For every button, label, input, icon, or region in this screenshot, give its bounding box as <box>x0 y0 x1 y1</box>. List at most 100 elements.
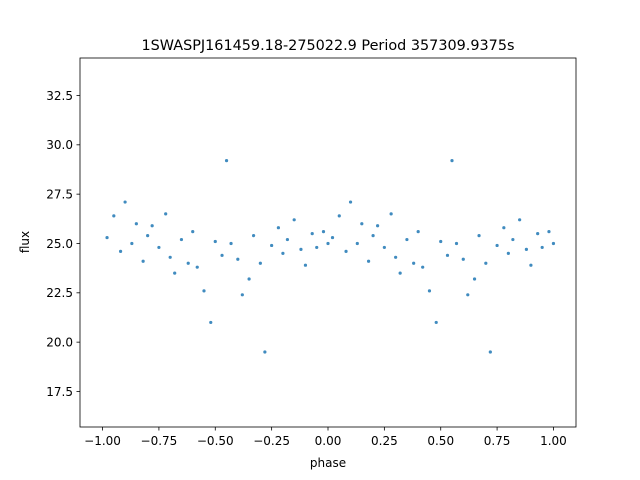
y-tick-label: 17.5 <box>46 385 73 399</box>
data-point <box>292 218 296 222</box>
data-point <box>321 230 326 234</box>
data-point <box>236 257 240 261</box>
data-point <box>502 226 506 230</box>
data-point <box>450 159 454 163</box>
y-tick-label: 20.0 <box>46 335 73 349</box>
x-axis-label: phase <box>310 456 346 470</box>
y-tick-label: 32.5 <box>46 89 73 103</box>
data-point <box>466 293 470 297</box>
data-point <box>186 261 190 265</box>
data-point <box>551 241 556 246</box>
y-tick-label: 27.5 <box>46 187 73 201</box>
data-point <box>263 350 267 354</box>
data-point <box>276 226 280 230</box>
y-axis: 17.5 20.0 22.5 25.0 27.5 30.0 32.5 <box>46 89 80 399</box>
y-tick-label: 30.0 <box>46 138 73 152</box>
y-tick-label: 25.0 <box>46 237 73 251</box>
data-point <box>270 243 274 248</box>
x-tick-label: −1.00 <box>84 434 121 448</box>
data-point <box>421 265 425 269</box>
data-point <box>484 261 488 265</box>
data-point <box>529 263 533 267</box>
data-point <box>105 235 109 240</box>
data-point <box>141 259 145 263</box>
data-point <box>118 249 123 253</box>
x-tick-label: 0.75 <box>484 434 511 448</box>
data-point <box>224 159 229 163</box>
x-tick-label: −0.25 <box>253 434 290 448</box>
data-point <box>130 241 134 246</box>
data-point <box>330 235 335 240</box>
data-point <box>366 259 371 263</box>
data-point <box>112 214 116 218</box>
data-point <box>173 271 177 275</box>
x-tick-label: 0.50 <box>427 434 454 448</box>
data-point <box>518 218 522 222</box>
data-point <box>511 237 515 242</box>
data-point <box>220 253 224 257</box>
data-point <box>281 251 285 255</box>
data-point <box>382 245 386 250</box>
data-point <box>348 200 353 204</box>
data-point <box>229 241 233 246</box>
data-point <box>179 237 184 242</box>
data-point <box>488 350 492 354</box>
y-tick-label: 22.5 <box>46 286 73 300</box>
data-point <box>247 277 251 281</box>
data-point <box>252 233 256 238</box>
data-point <box>376 224 380 228</box>
x-tick-label: 1.00 <box>540 434 567 448</box>
x-tick-label: −0.75 <box>141 434 178 448</box>
data-point <box>524 247 529 252</box>
data-point <box>477 233 481 238</box>
data-point <box>495 243 499 248</box>
data-point <box>472 277 477 281</box>
data-point <box>240 293 244 297</box>
data-point <box>168 255 172 259</box>
data-point <box>389 212 393 216</box>
data-point <box>213 239 217 244</box>
data-point <box>337 214 341 218</box>
data-point <box>146 233 150 238</box>
data-point <box>299 247 303 252</box>
data-point <box>157 245 161 250</box>
data-point <box>195 265 199 269</box>
y-axis-label: flux <box>18 231 32 253</box>
data-point <box>416 230 420 234</box>
data-point <box>344 249 348 253</box>
data-point <box>427 289 432 293</box>
data-point <box>360 222 364 226</box>
data-point <box>454 241 459 246</box>
data-point <box>123 200 127 204</box>
data-point <box>315 245 319 250</box>
x-tick-label: −0.50 <box>197 434 234 448</box>
data-point <box>412 261 416 265</box>
data-point <box>310 232 314 236</box>
x-axis: −1.00 −0.75 −0.50 −0.25 0.00 0.25 0.50 0.75 1.00 <box>84 427 567 448</box>
chart-title: 1SWASPJ161459.18-275022.9 Period 357309.… <box>142 38 515 54</box>
data-point <box>202 289 206 293</box>
data-point <box>164 212 168 216</box>
data-point <box>434 320 438 325</box>
data-point <box>303 263 308 267</box>
data-point <box>439 239 443 244</box>
data-point <box>540 245 544 250</box>
data-point <box>398 271 402 275</box>
data-point <box>394 255 398 259</box>
data-point <box>326 241 330 246</box>
data-point <box>536 232 540 236</box>
data-point <box>209 320 213 325</box>
data-point <box>355 241 359 246</box>
scatter-points <box>105 159 556 354</box>
data-point <box>405 237 409 242</box>
data-point <box>134 222 138 226</box>
x-tick-label: 0.00 <box>315 434 342 448</box>
data-point <box>285 237 290 242</box>
data-point <box>506 251 510 255</box>
data-point <box>371 233 375 238</box>
x-tick-label: 0.25 <box>371 434 398 448</box>
data-point <box>150 224 154 228</box>
data-point <box>191 230 195 234</box>
data-point <box>445 253 450 257</box>
